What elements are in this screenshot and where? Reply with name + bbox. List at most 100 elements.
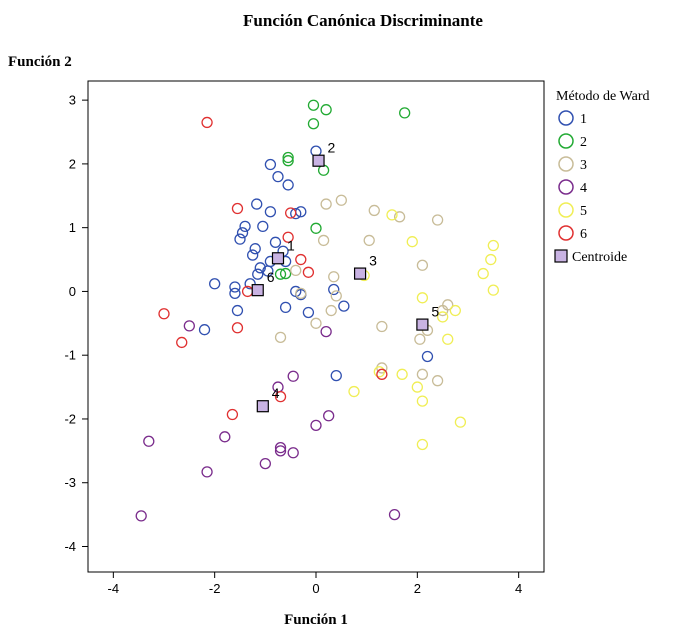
y-tick-label: 0 [69,284,76,299]
data-point-group-6 [201,116,213,129]
data-point-group-3 [274,331,287,343]
data-point-group-5 [406,236,418,248]
x-tick-label: 0 [312,581,319,596]
data-point-group-2 [282,155,294,167]
x-tick-label: -2 [209,581,221,596]
data-point-group-1 [251,198,263,210]
data-point-group-5 [416,395,429,407]
x-tick-label: -4 [108,581,120,596]
data-point-group-3 [328,271,340,283]
centroid-marker [251,284,264,297]
legend-marker [558,156,574,172]
legend-label: 1 [580,112,587,127]
y-tick-label: -1 [64,348,76,363]
legend-title: Método de Ward [556,89,649,104]
data-point-group-3 [431,375,444,387]
centroid-label: 1 [287,237,295,253]
data-point-group-1 [239,220,251,233]
data-point-group-3 [414,333,426,345]
data-point-group-6 [226,408,239,421]
data-point-group-4 [219,431,231,443]
data-point-group-1 [264,158,277,171]
data-point-group-5 [487,239,499,252]
y-tick-label: 2 [69,156,76,171]
data-point-group-4 [323,410,335,422]
data-point-group-4 [287,370,299,382]
legend-label: 6 [580,227,587,242]
data-point-group-5 [454,416,467,428]
data-point-group-6 [282,231,294,243]
data-point-group-4 [201,466,213,478]
data-point-group-1 [249,243,261,255]
data-point-group-5 [477,267,489,280]
data-point-group-1 [264,206,277,218]
data-point-group-2 [274,268,287,280]
data-point-group-3 [376,320,388,333]
data-point-group-1 [262,265,274,277]
data-point-group-1 [328,283,340,296]
data-point-group-3 [290,264,302,277]
data-point-group-1 [272,170,284,183]
centroid-label: 2 [328,140,336,156]
data-point-group-3 [431,214,444,226]
data-point-group-3 [317,234,330,247]
centroid-label: 4 [272,385,280,401]
y-tick-label: -2 [64,411,76,426]
data-point-group-3 [310,317,322,329]
data-point-group-6 [285,207,297,219]
data-point-group-2 [307,99,320,111]
legend-marker [558,179,574,195]
centroid-marker [312,154,325,167]
data-point-group-4 [143,435,155,447]
legend-items: 1 2 3 4 5 6 Centroide [554,110,627,265]
data-point-group-4 [135,510,147,522]
data-point-group-6 [295,253,307,266]
legend-label: 2 [580,135,587,150]
data-point-group-5 [416,438,429,451]
chart-title: Función Canónica Discriminante [243,11,483,30]
data-point-group-5 [442,333,454,345]
y-tick-label: 3 [69,93,76,108]
data-point-group-1 [257,220,269,233]
data-point-group-4 [274,445,287,457]
data-point-group-6 [231,322,244,334]
x-axis-label: Función 1 [284,612,348,628]
centroid-marker [256,400,269,413]
axis-ticks: -4 -2 0 2 4 3 2 1 0 -1 -2 -3 -4 [64,93,522,596]
data-point-group-2 [310,222,322,234]
data-point-group-2 [282,151,294,164]
data-point-group-1 [231,304,244,317]
centroid-marker [271,252,285,265]
data-point-group-1 [236,227,249,239]
legend-label: 4 [580,181,587,196]
legend-label: 5 [580,204,587,219]
data-point-group-1 [290,207,302,220]
data-point-group-2 [320,104,332,116]
x-tick-label: 2 [414,581,421,596]
data-point-group-2 [399,107,411,119]
data-point-group-3 [368,204,380,217]
data-point-group-4 [310,419,322,431]
data-point-group-5 [487,284,499,296]
data-point-group-5 [373,366,385,378]
data-point-group-1 [338,300,350,312]
data-point-group-1 [269,236,282,248]
y-axis-label: Función 2 [8,54,72,70]
centroid-label: 3 [369,253,377,269]
data-point-group-2 [279,267,292,280]
legend-label-centroid: Centroide [572,250,627,265]
data-point-group-1 [234,233,246,245]
data-point-group-4 [183,320,195,332]
data-point-group-5 [437,311,449,323]
data-point-group-3 [330,290,342,302]
data-point-group-1 [229,281,241,293]
data-point-group-3 [393,211,406,223]
data-point-group-1 [302,306,315,319]
data-point-group-5 [411,381,423,393]
data-point-group-1 [229,287,241,299]
y-tick-label: -3 [64,475,76,490]
data-point-group-1 [279,301,292,314]
legend-marker [558,225,574,241]
data-point-group-3 [363,234,375,247]
